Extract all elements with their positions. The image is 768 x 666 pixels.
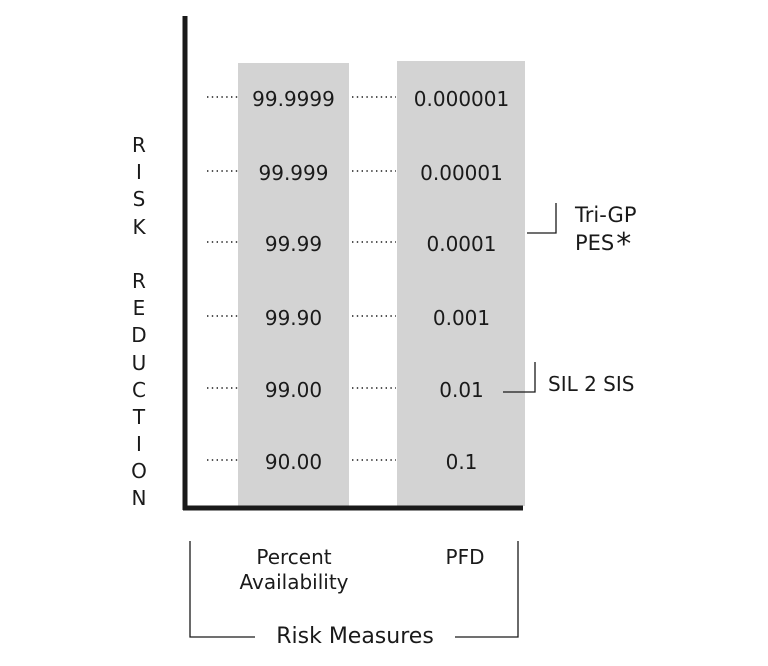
side-label-letter: I: [136, 160, 142, 185]
side-label-letter: [136, 241, 142, 268]
pfd-column-label: PFD: [445, 545, 485, 569]
sil2-label: SIL 2 SIS: [548, 372, 635, 396]
side-label-letter: U: [131, 350, 147, 375]
pfd-value: 0.0001: [426, 232, 497, 256]
side-label-letter: T: [132, 404, 146, 429]
availability-value: 99.999: [258, 161, 329, 185]
risk-measures-bracket-right: [455, 541, 519, 638]
dotted-leaders: [207, 96, 396, 461]
tri-gp-line2: PES: [575, 231, 615, 255]
side-label-letter: I: [136, 432, 142, 457]
risk-measures-label: Risk Measures: [276, 624, 434, 649]
sil2-bracket: [503, 362, 536, 393]
availability-value: 99.90: [264, 306, 323, 330]
availability-value: 99.00: [264, 378, 323, 402]
availability-column-bg: [238, 63, 349, 506]
pfd-value: 0.00001: [420, 161, 503, 185]
side-label-letter: N: [131, 486, 147, 511]
availability-value: 99.9999: [252, 87, 335, 111]
side-label-letter: R: [132, 268, 146, 293]
tri-gp-line1: Tri-GP: [575, 203, 637, 227]
availability-value: 99.99: [264, 232, 323, 256]
side-label-letter: E: [132, 296, 146, 321]
asterisk-icon: *: [616, 227, 632, 262]
pfd-value: 0.01: [439, 378, 484, 402]
pfd-value: 0.1: [445, 450, 478, 474]
side-label-letter: K: [132, 214, 146, 239]
side-label-letter: D: [131, 323, 147, 348]
side-label-letter: R: [132, 133, 146, 157]
tri-gp-bracket: [527, 203, 557, 234]
pfd-value: 0.001: [432, 306, 491, 330]
availability-column-label: Percent Availability: [239, 545, 349, 594]
pfd-value: 0.000001: [413, 87, 510, 111]
side-label-letter: O: [131, 459, 147, 484]
tri-gp-label: Tri-GP PES*: [575, 202, 637, 260]
side-label-letter: C: [132, 377, 146, 402]
side-label-letter: S: [132, 187, 146, 212]
pfd-column-bg: [397, 61, 525, 506]
availability-value: 90.00: [264, 450, 323, 474]
risk-measures-bracket-left: [189, 541, 255, 638]
